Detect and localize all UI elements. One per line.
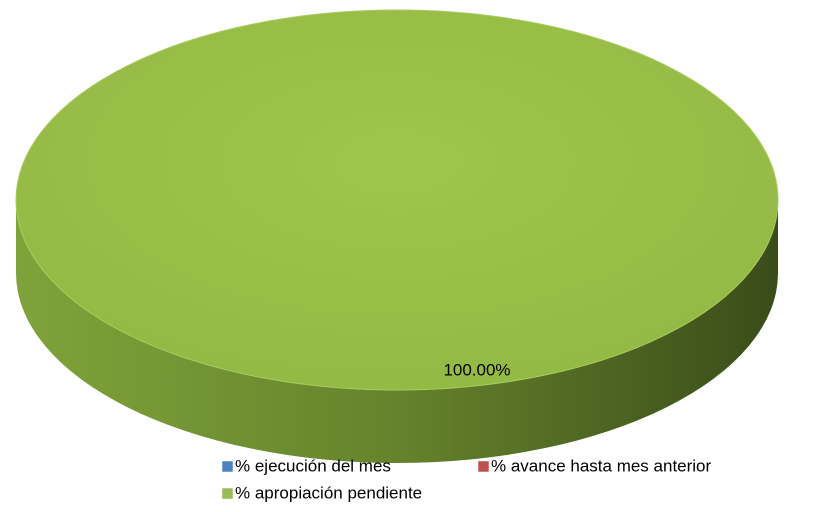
legend-label: % avance hasta mes anterior xyxy=(491,456,712,475)
legend-swatch xyxy=(221,460,234,473)
legend-label: % ejecución del mes xyxy=(235,456,391,475)
pie-slice xyxy=(15,9,779,391)
legend-swatch xyxy=(221,487,234,500)
pie-side xyxy=(16,200,778,463)
data-label: 100.00% xyxy=(443,360,510,379)
legend-label: % apropiación pendiente xyxy=(235,483,422,502)
legend-swatch xyxy=(477,460,490,473)
